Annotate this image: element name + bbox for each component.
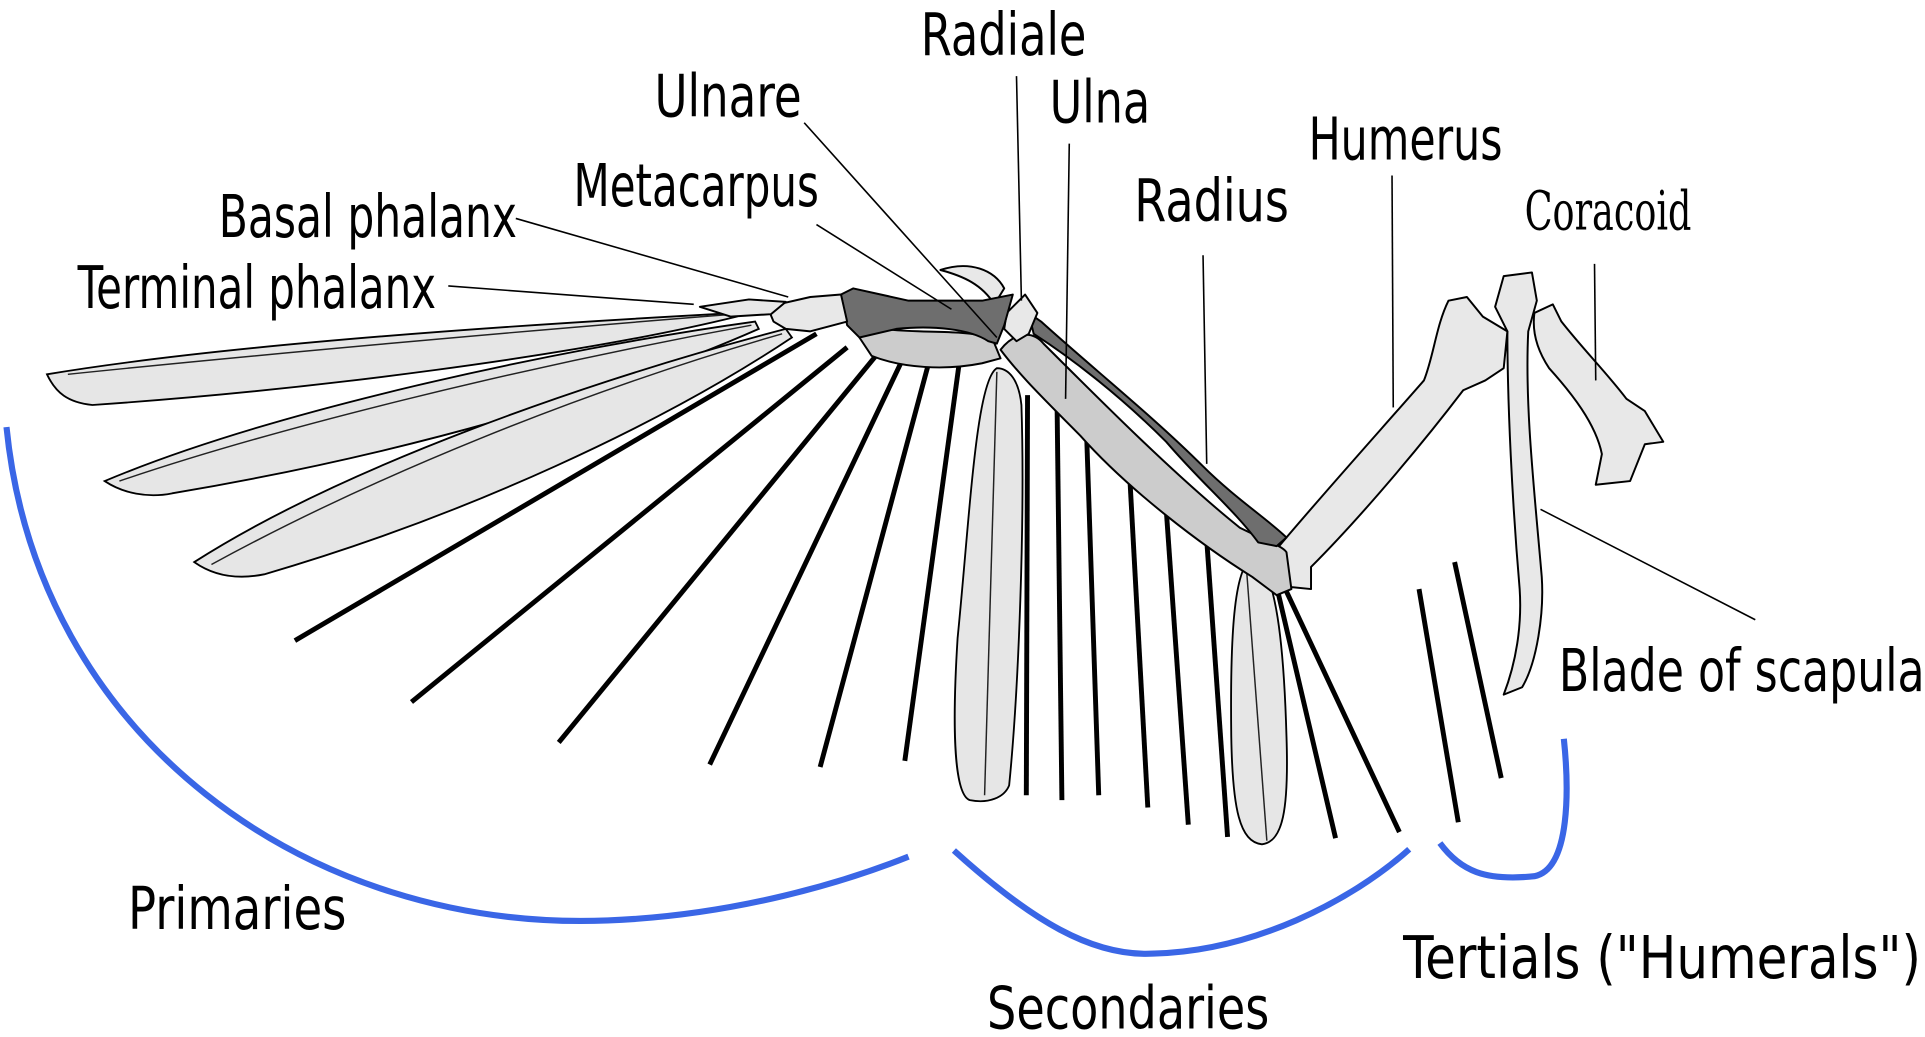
tertial-quills — [1416, 561, 1504, 823]
secondary-feather-1 — [953, 367, 1024, 803]
label-blade-of-scapula: Blade of scapula — [1559, 636, 1925, 705]
leader-radius — [1202, 255, 1208, 464]
secondary-feather-1-shaft — [983, 371, 998, 796]
label-secondaries: Secondaries — [987, 973, 1269, 1037]
primary-quill — [707, 353, 908, 766]
terminal-phalanx-bone — [698, 298, 787, 318]
leader-humerus — [1391, 175, 1395, 408]
secondary-quill — [1126, 469, 1151, 808]
leader-terminal-phalanx — [448, 285, 694, 306]
label-basal-phalanx: Basal phalanx — [219, 182, 517, 251]
primary-quill — [556, 351, 880, 745]
secondary-quill — [1023, 395, 1030, 796]
secondary-feather-2-shaft — [1245, 562, 1268, 841]
tertial-quill — [1452, 561, 1504, 779]
leader-metacarpus — [816, 223, 952, 310]
label-primaries: Primaries — [128, 874, 346, 943]
label-radius: Radius — [1134, 166, 1289, 235]
tertials-bracket — [1437, 738, 1570, 881]
secondaries-bracket — [951, 846, 1412, 957]
leader-radiale — [1015, 76, 1023, 301]
primary-quill — [409, 345, 849, 704]
feather-group-brackets — [3, 426, 1570, 957]
secondary-quill — [1284, 590, 1402, 834]
ulna-bone — [999, 333, 1293, 597]
metacarpus-bone — [840, 287, 1014, 345]
label-coracoid: Coracoid — [1525, 179, 1692, 242]
primaries-bracket — [3, 426, 910, 925]
scapula-bone — [1494, 271, 1544, 696]
label-humerus: Humerus — [1309, 105, 1503, 174]
radius-bone — [1027, 311, 1288, 548]
secondary-quill — [1204, 539, 1231, 838]
secondary-feather-2 — [1230, 557, 1288, 846]
secondary-feathers — [953, 367, 1402, 846]
labels: Radiale Ulnare Ulna Humerus Metacarpus B… — [77, 0, 1925, 1037]
radiale-bone — [1003, 293, 1039, 343]
metacarpus-ring — [858, 327, 1002, 369]
leader-ulnare — [803, 122, 998, 339]
primary-feather-2-shaft — [119, 324, 752, 482]
tertial-quill — [1416, 588, 1461, 823]
humerus-bone — [1278, 296, 1509, 591]
leader-lines — [448, 76, 1756, 621]
leader-ulna — [1064, 143, 1071, 399]
primary-quills — [293, 331, 963, 768]
secondary-quill — [1054, 398, 1065, 801]
primary-quill — [902, 356, 963, 762]
primary-feather-1 — [45, 311, 738, 406]
primary-feathers — [45, 311, 794, 578]
primary-feather-3 — [192, 327, 794, 578]
secondary-quill — [1083, 429, 1102, 796]
leader-blade-of-scapula — [1540, 508, 1756, 621]
label-metacarpus: Metacarpus — [573, 151, 818, 220]
coracoid-bone — [1532, 303, 1665, 486]
wing-bones — [698, 265, 1665, 696]
secondary-quill — [1163, 509, 1191, 825]
leader-basal-phalanx — [515, 217, 789, 298]
primary-feather-3-shaft — [211, 333, 783, 566]
label-radiale: Radiale — [921, 0, 1087, 69]
leader-coracoid — [1593, 263, 1597, 381]
label-terminal-phalanx: Terminal phalanx — [77, 253, 436, 322]
label-ulna: Ulna — [1050, 68, 1151, 137]
primary-quill — [293, 331, 818, 643]
primary-quill — [817, 355, 933, 768]
primary-feather-1-shaft — [67, 313, 735, 376]
basal-phalanx-bone — [766, 293, 849, 333]
secondary-quill — [1274, 586, 1338, 839]
label-ulnare: Ulnare — [654, 62, 801, 131]
label-tertials: Tertials ("Humerals") — [1402, 923, 1921, 992]
